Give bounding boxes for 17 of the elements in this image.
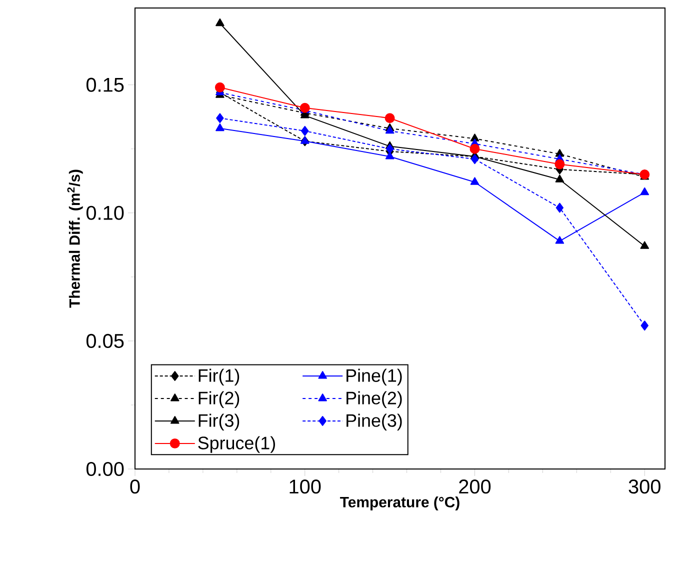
x-axis-title: Temperature (°C) [340,496,460,510]
legend-label: Spruce(1) [198,436,275,453]
y-tick-label: 0.05 [86,334,124,348]
legend-label: Pine(1) [346,368,402,386]
y-tick-label: 0.15 [86,78,124,92]
y-tick-label: 0.00 [86,462,124,476]
x-tick-label: 300 [628,480,660,494]
legend-label: Fir(3) [198,414,240,430]
legend-label: Pine(3) [346,414,402,430]
legend-label: Pine(2) [346,391,402,408]
legend-label: Fir(1) [198,368,240,386]
legend-label: Fir(2) [198,391,240,408]
y-axis-title: Thermal Diff. (m$^{2}$/s) [67,170,83,308]
y-tick-label: 0.10 [86,206,124,220]
x-tick-label: 100 [290,480,321,494]
x-tick-label: 0 [130,480,140,494]
x-tick-label: 200 [459,480,491,494]
